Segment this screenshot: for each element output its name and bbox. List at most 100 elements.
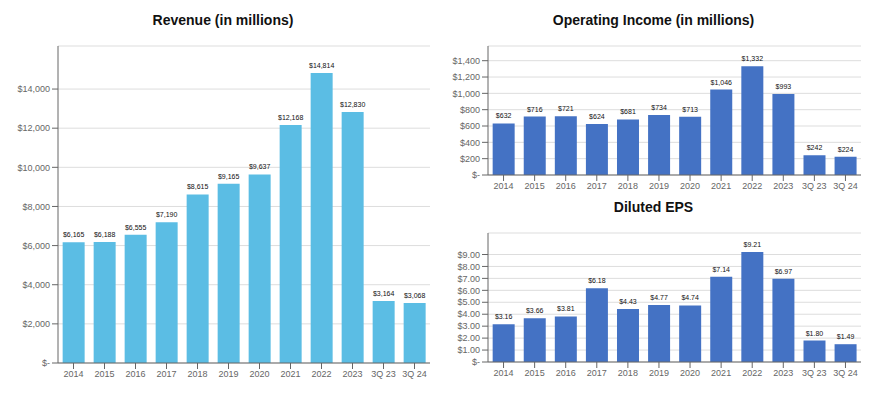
svg-text:2016: 2016: [556, 368, 576, 378]
svg-text:$7,190: $7,190: [156, 211, 178, 218]
svg-text:2014: 2014: [63, 369, 83, 379]
svg-text:2015: 2015: [525, 368, 545, 378]
svg-text:2018: 2018: [618, 181, 638, 191]
svg-text:2017: 2017: [156, 369, 176, 379]
svg-text:$4.00: $4.00: [457, 309, 480, 319]
svg-text:2020: 2020: [249, 369, 269, 379]
svg-text:2019: 2019: [218, 369, 238, 379]
svg-text:2022: 2022: [311, 369, 331, 379]
svg-text:2015: 2015: [94, 369, 114, 379]
svg-text:$14,814: $14,814: [309, 62, 334, 69]
svg-text:2019: 2019: [649, 368, 669, 378]
svg-text:2018: 2018: [187, 369, 207, 379]
svg-text:$400: $400: [460, 138, 480, 148]
svg-text:2014: 2014: [494, 181, 514, 191]
svg-text:2020: 2020: [680, 181, 700, 191]
svg-text:$1.80: $1.80: [806, 330, 824, 337]
svg-text:$8,000: $8,000: [22, 202, 50, 212]
svg-text:$8,615: $8,615: [187, 183, 209, 190]
svg-text:$9.21: $9.21: [744, 241, 762, 248]
svg-text:$4.77: $4.77: [650, 294, 668, 301]
svg-text:$224: $224: [838, 146, 854, 153]
svg-text:$3,164: $3,164: [373, 290, 395, 297]
svg-text:$6,555: $6,555: [125, 224, 147, 231]
svg-text:$993: $993: [776, 83, 792, 90]
svg-text:$5.00: $5.00: [457, 297, 480, 307]
svg-text:2021: 2021: [711, 368, 731, 378]
svg-text:$3,068: $3,068: [404, 292, 426, 299]
svg-text:3Q 23: 3Q 23: [371, 369, 396, 379]
svg-text:$9,637: $9,637: [249, 163, 271, 170]
svg-text:$1,332: $1,332: [742, 55, 764, 62]
svg-text:$12,000: $12,000: [17, 123, 50, 133]
svg-text:$713: $713: [682, 106, 698, 113]
svg-text:$1.00: $1.00: [457, 345, 480, 355]
svg-text:$9.00: $9.00: [457, 250, 480, 260]
svg-text:$1,000: $1,000: [452, 89, 480, 99]
svg-text:$632: $632: [496, 112, 512, 119]
svg-text:2021: 2021: [280, 369, 300, 379]
svg-text:3Q 23: 3Q 23: [802, 181, 827, 191]
svg-text:$800: $800: [460, 105, 480, 115]
svg-text:$2.00: $2.00: [457, 333, 480, 343]
svg-text:2018: 2018: [618, 368, 638, 378]
svg-text:$4.43: $4.43: [619, 298, 637, 305]
svg-text:3Q 24: 3Q 24: [833, 368, 858, 378]
svg-text:$734: $734: [651, 104, 667, 111]
html-text:Operating Income (in millions): Operating Income (in millions): [552, 12, 755, 28]
svg-text:$-: $-: [472, 170, 480, 180]
svg-text:2019: 2019: [649, 181, 669, 191]
svg-text:$-: $-: [472, 357, 480, 367]
svg-text:$716: $716: [527, 106, 543, 113]
svg-text:2023: 2023: [773, 368, 793, 378]
svg-text:$6.97: $6.97: [775, 268, 793, 275]
svg-text:$3.66: $3.66: [526, 307, 544, 314]
svg-text:$8.00: $8.00: [457, 262, 480, 272]
svg-text:$3.16: $3.16: [495, 313, 513, 320]
svg-text:$1,200: $1,200: [452, 72, 480, 82]
svg-text:$9,165: $9,165: [218, 173, 240, 180]
svg-text:$600: $600: [460, 121, 480, 131]
svg-text:2022: 2022: [742, 368, 762, 378]
html-text:Revenue (in millions): Revenue (in millions): [152, 12, 294, 28]
svg-text:2017: 2017: [587, 181, 607, 191]
svg-text:$12,830: $12,830: [340, 101, 365, 108]
svg-text:2015: 2015: [525, 181, 545, 191]
svg-text:$6.18: $6.18: [588, 277, 606, 284]
svg-text:$7.14: $7.14: [712, 266, 730, 273]
svg-text:$1,400: $1,400: [452, 56, 480, 66]
svg-text:$2,000: $2,000: [22, 319, 50, 329]
svg-text:2016: 2016: [125, 369, 145, 379]
svg-text:$1,046: $1,046: [711, 79, 733, 86]
svg-text:2016: 2016: [556, 181, 576, 191]
svg-text:$242: $242: [807, 144, 823, 151]
svg-text:$14,000: $14,000: [17, 84, 50, 94]
svg-text:2020: 2020: [680, 368, 700, 378]
svg-text:$6,165: $6,165: [63, 231, 85, 238]
svg-text:$3.00: $3.00: [457, 321, 480, 331]
svg-text:2017: 2017: [587, 368, 607, 378]
svg-text:$12,168: $12,168: [278, 114, 303, 121]
svg-text:$-: $-: [42, 358, 50, 368]
svg-text:3Q 24: 3Q 24: [402, 369, 427, 379]
svg-text:$3.81: $3.81: [557, 305, 575, 312]
svg-text:$721: $721: [558, 105, 574, 112]
svg-text:$7.00: $7.00: [457, 274, 480, 284]
svg-text:$6,000: $6,000: [22, 241, 50, 251]
svg-text:$681: $681: [620, 108, 636, 115]
svg-text:$10,000: $10,000: [17, 163, 50, 173]
svg-text:$624: $624: [589, 113, 605, 120]
svg-text:3Q 24: 3Q 24: [833, 181, 858, 191]
svg-text:2021: 2021: [711, 181, 731, 191]
svg-text:$200: $200: [460, 154, 480, 164]
svg-text:$4,000: $4,000: [22, 280, 50, 290]
svg-text:$6,188: $6,188: [94, 231, 116, 238]
svg-text:3Q 23: 3Q 23: [802, 368, 827, 378]
svg-text:2022: 2022: [742, 181, 762, 191]
svg-text:2023: 2023: [773, 181, 793, 191]
svg-text:2023: 2023: [342, 369, 362, 379]
svg-text:$6.00: $6.00: [457, 286, 480, 296]
svg-text:$1.49: $1.49: [837, 333, 855, 340]
svg-text:2014: 2014: [494, 368, 514, 378]
svg-text:$4.74: $4.74: [681, 294, 699, 301]
